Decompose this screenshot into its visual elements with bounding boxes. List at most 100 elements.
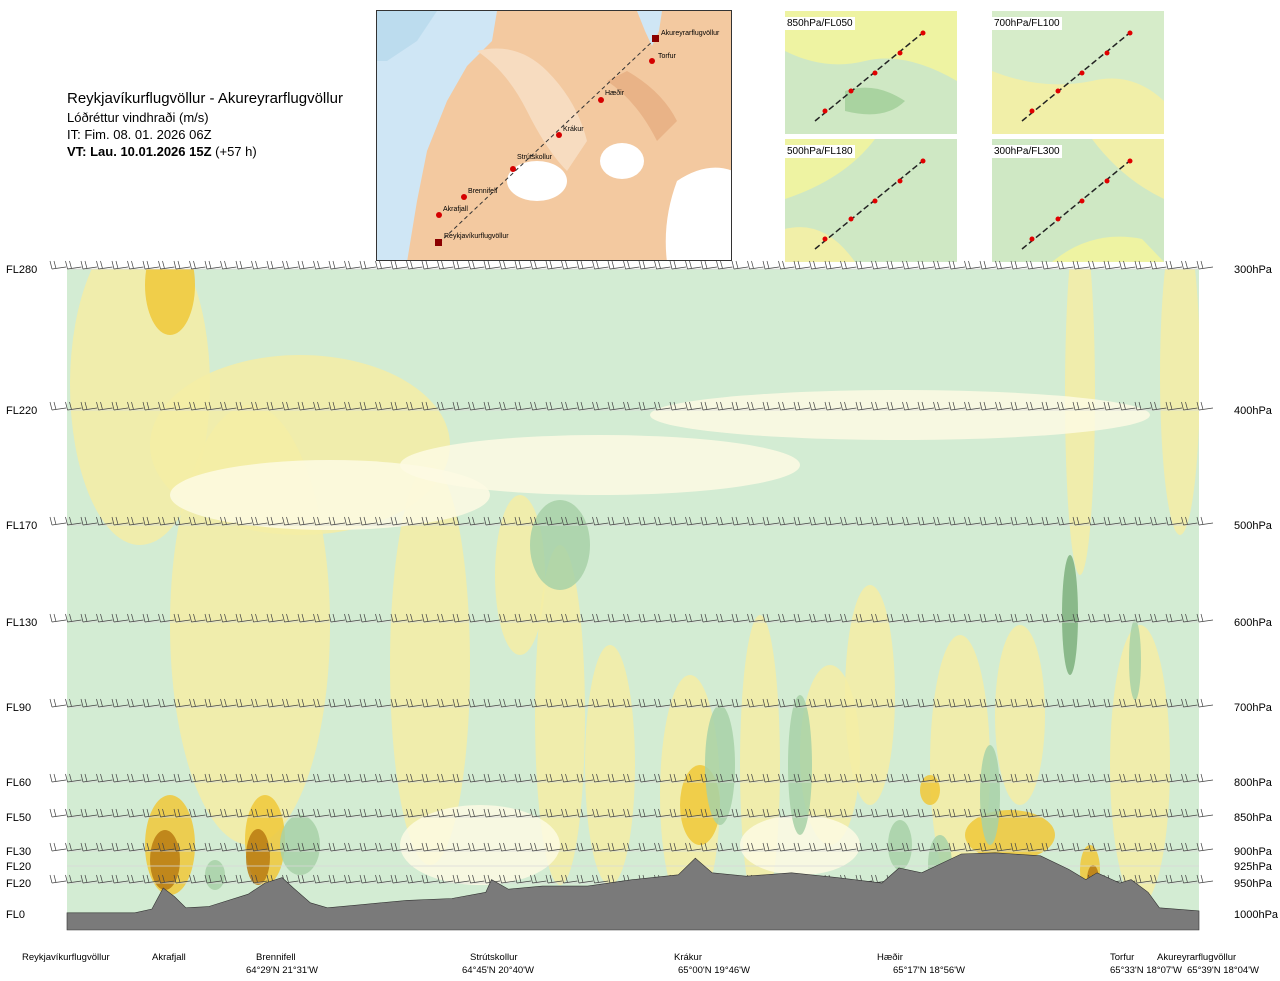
- barb-flag: [999, 808, 1002, 817]
- wind-barb: [111, 874, 129, 884]
- barb-shaft: [966, 814, 981, 818]
- wind-barb: [530, 613, 547, 623]
- barb-flag: [503, 773, 506, 782]
- barb-flag: [654, 773, 657, 783]
- barb-flag: [809, 698, 812, 708]
- barb-shaft: [206, 619, 222, 623]
- barb-flag: [673, 698, 677, 707]
- barb-shaft: [919, 522, 935, 526]
- wind-barb: [1026, 613, 1043, 623]
- wind-barb: [638, 698, 656, 708]
- barb-flag: [65, 698, 68, 708]
- barb-flag: [1030, 516, 1033, 525]
- barb-flag: [514, 613, 518, 623]
- wind-barb: [1057, 698, 1074, 708]
- barb-flag: [514, 842, 518, 852]
- barb-flag: [162, 842, 165, 851]
- barb-shaft: [671, 522, 687, 526]
- barb-flag: [751, 842, 754, 851]
- barb-flag: [1103, 842, 1107, 852]
- wind-barb: [65, 613, 82, 623]
- barb-shaft: [408, 619, 423, 623]
- barb-shaft: [609, 522, 625, 526]
- barb-flag: [1010, 516, 1014, 526]
- barb-shaft: [485, 704, 501, 708]
- wind-barb: [1072, 773, 1090, 783]
- wind-barb: [406, 874, 423, 884]
- barb-shaft: [439, 848, 454, 852]
- barb-flag: [638, 773, 642, 783]
- barb-shaft: [1059, 779, 1074, 783]
- barb-flag: [1119, 874, 1122, 884]
- wind-barb: [886, 842, 904, 852]
- barb-shaft: [625, 779, 640, 783]
- waypoint-coord: 65°17'N 18°56'W: [893, 965, 965, 976]
- barb-shaft: [82, 779, 98, 783]
- barb-shaft: [656, 814, 671, 818]
- wind-barb: [1072, 260, 1090, 270]
- wind-barb: [189, 773, 206, 783]
- barb-flag: [747, 808, 750, 818]
- barb-flag: [328, 401, 332, 411]
- wind-barb: [638, 773, 656, 783]
- wind-barb: [111, 516, 129, 526]
- wind-barb: [127, 613, 144, 623]
- barb-shaft: [1028, 704, 1043, 708]
- sea-nw: [377, 11, 437, 61]
- barb-flag: [1061, 808, 1064, 817]
- barb-flag: [1200, 401, 1204, 410]
- barb-shaft: [609, 848, 625, 852]
- barb-shaft: [361, 522, 377, 526]
- barb-flag: [487, 808, 491, 817]
- barb-flag: [239, 698, 243, 707]
- barb-flag: [642, 698, 646, 707]
- wind-barb: [793, 516, 811, 526]
- barb-flag: [1030, 842, 1033, 851]
- wind-barb: [685, 698, 702, 708]
- barb-shaft: [1090, 619, 1105, 623]
- barb-shaft: [733, 407, 749, 411]
- wind-barb: [127, 842, 144, 852]
- barb-flag: [747, 401, 750, 411]
- wind-barb: [282, 808, 299, 818]
- barb-flag: [642, 808, 646, 817]
- barb-flag: [720, 260, 723, 269]
- wind-barb: [204, 401, 222, 411]
- barb-shaft: [423, 779, 439, 783]
- barb-flag: [704, 613, 708, 622]
- barb-flag: [375, 260, 378, 270]
- barb-flag: [111, 842, 115, 852]
- barb-shaft: [625, 407, 640, 411]
- barb-flag: [1057, 613, 1060, 623]
- barb-flag: [131, 698, 134, 707]
- barb-flag: [142, 613, 146, 623]
- barb-shaft: [82, 704, 98, 708]
- barb-shaft: [656, 779, 671, 783]
- barb-flag: [363, 401, 367, 410]
- wind-barb: [390, 698, 408, 708]
- barb-flag: [561, 401, 564, 411]
- barb-flag: [437, 808, 440, 818]
- barb-flag: [1150, 842, 1153, 852]
- wind-barb: [142, 808, 160, 818]
- barb-flag: [1103, 516, 1107, 526]
- barb-flag: [762, 842, 766, 852]
- wind-barb: [809, 773, 826, 783]
- barb-flag: [937, 808, 940, 817]
- wind-barb: [995, 698, 1012, 708]
- barb-flag: [611, 773, 615, 782]
- barb-flag: [1138, 698, 1142, 707]
- barb-flag: [220, 401, 223, 411]
- barb-flag: [80, 808, 84, 818]
- route-map-graphic: Akureyrarflugvöllur Torfur Hæðir Krákur …: [377, 11, 731, 260]
- barb-flag: [503, 516, 506, 525]
- barb-flag: [1041, 260, 1045, 270]
- barb-shaft: [919, 266, 935, 270]
- barb-shaft: [361, 704, 377, 708]
- mini-map-850-label: 850hPa/FL050: [785, 17, 855, 30]
- barb-flag: [472, 698, 475, 707]
- wind-barb: [654, 516, 671, 526]
- barb-shaft: [485, 407, 501, 411]
- barb-shaft: [795, 619, 811, 623]
- barb-flag: [224, 260, 227, 269]
